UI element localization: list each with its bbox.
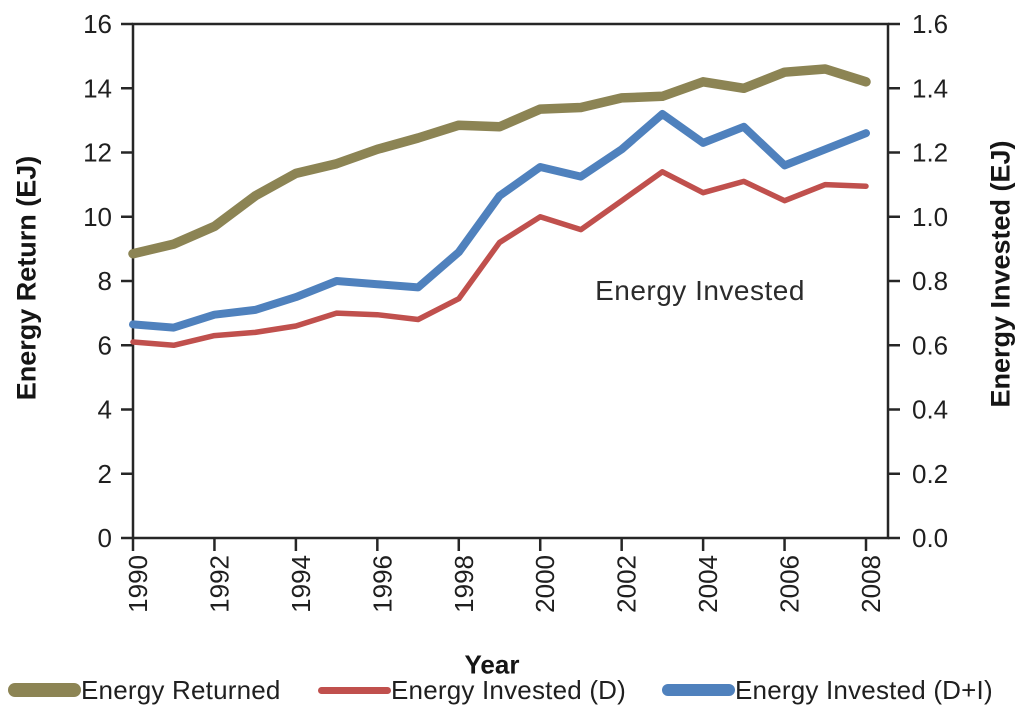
right-axis-tick-label: 1.6: [912, 9, 948, 39]
legend-swatch-energy-invested-d: [318, 686, 391, 694]
right-axis-tick-label: 0.2: [912, 459, 948, 489]
legend-swatch-energy-returned: [8, 683, 81, 697]
x-axis-tick-label: 2000: [530, 555, 560, 613]
left-axis-tick-label: 12: [83, 138, 112, 168]
left-axis-tick-label: 0: [98, 523, 112, 553]
x-axis-tick-label: 2006: [775, 555, 805, 613]
legend-item-energy-invested-d: Energy Invested (D): [318, 674, 627, 705]
left-axis-title: Energy Return (EJ): [11, 155, 42, 401]
right-axis-title: Energy Invested (EJ): [985, 140, 1016, 408]
series-line-energy-returned: [128, 64, 871, 259]
legend-label-energy-returned: Energy Returned: [81, 674, 281, 705]
left-axis-tick-label: 8: [98, 266, 112, 296]
x-axis-tick-label: 1998: [449, 555, 479, 613]
plot-annotation: Energy Invested: [595, 275, 805, 306]
series-line-energy-invested-d-i: [129, 110, 870, 332]
x-axis-tick-label: 1996: [367, 555, 397, 613]
x-axis-tick-label: 1990: [123, 555, 153, 613]
right-axis-tick-label: 0.0: [912, 523, 948, 553]
x-axis-tick-label: 1992: [204, 555, 234, 613]
x-axis-tick-label: 1994: [286, 555, 316, 613]
x-axis-title: Year: [464, 649, 520, 680]
left-axis-tick-label: 14: [83, 73, 112, 103]
legend-item-energy-returned: Energy Returned: [8, 674, 281, 705]
left-axis-tick-label: 2: [98, 459, 112, 489]
left-axis-tick-label: 6: [98, 330, 112, 360]
right-axis-tick-label: 1.0: [912, 202, 948, 232]
left-axis-tick-label: 16: [83, 9, 112, 39]
x-axis-tick-label: 2004: [693, 555, 723, 613]
legend-swatch-energy-invested-d-i: [662, 684, 735, 696]
legend-label-energy-invested-d-i: Energy Invested (D+I): [735, 674, 993, 705]
right-axis-tick-label: 1.4: [912, 73, 948, 103]
right-axis-tick-label: 0.6: [912, 330, 948, 360]
left-axis-tick-label: 4: [98, 395, 112, 425]
x-axis-tick-label: 2008: [856, 555, 886, 613]
right-axis-tick-label: 0.8: [912, 266, 948, 296]
series-line-energy-invested-d: [130, 169, 869, 349]
left-axis-tick-label: 10: [83, 202, 112, 232]
x-axis-tick-label: 2002: [612, 555, 642, 613]
legend-item-energy-invested-d-i: Energy Invested (D+I): [662, 674, 993, 705]
right-axis-tick-label: 1.2: [912, 138, 948, 168]
legend-label-energy-invested-d: Energy Invested (D): [391, 674, 627, 705]
right-axis-tick-label: 0.4: [912, 395, 948, 425]
